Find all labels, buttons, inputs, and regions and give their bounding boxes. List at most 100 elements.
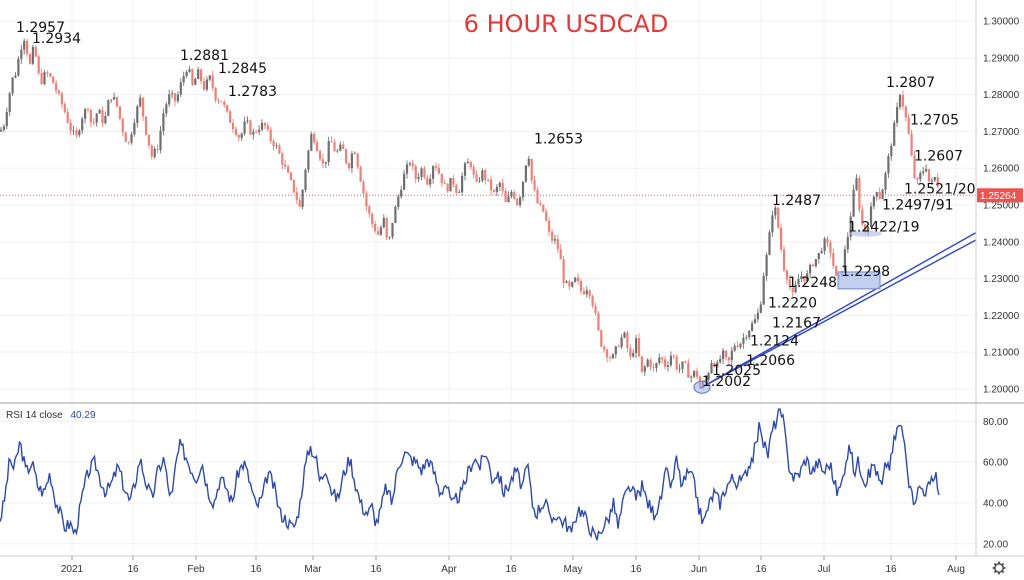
candle-body	[118, 106, 121, 119]
candle-body	[231, 122, 235, 129]
candle-body	[437, 167, 440, 174]
price-annotation: 1.2845	[218, 61, 267, 77]
candle-body	[0, 129, 3, 132]
candle-body	[266, 125, 269, 130]
candle-body	[867, 226, 870, 232]
price-annotation: 1.2807	[886, 75, 935, 91]
candle-body	[782, 249, 786, 271]
candle-body	[281, 153, 284, 165]
candle-body	[217, 100, 220, 102]
candle-body	[669, 355, 672, 366]
candle-body	[321, 159, 324, 164]
price-tick-label: 1.26000	[983, 164, 1020, 175]
candle-body	[333, 142, 336, 152]
candle-body	[14, 75, 17, 78]
candle-body	[809, 264, 812, 274]
price-tick-label: 1.29000	[983, 53, 1020, 64]
price-axis-ticks: 1.30000 1.29000 1.28000 1.27000 1.26000 1.250…	[983, 17, 1020, 396]
candle-body	[110, 99, 113, 101]
candle-body	[869, 206, 873, 227]
candle-body	[78, 130, 81, 136]
candle-body	[516, 198, 519, 206]
candle-body	[208, 75, 211, 80]
candle-body	[710, 363, 713, 374]
candle-body	[263, 122, 266, 126]
candle-body	[527, 158, 530, 166]
candle-body	[345, 149, 348, 164]
candle-body	[904, 106, 907, 118]
candle-body	[597, 313, 600, 331]
candle-body	[173, 93, 177, 102]
candle-body	[162, 113, 165, 131]
candle-body	[632, 352, 635, 357]
candle-body	[684, 361, 687, 363]
gear-icon[interactable]	[992, 561, 1006, 575]
candle-body	[759, 304, 762, 313]
candle-body	[371, 213, 374, 225]
time-tick-label: Feb	[187, 564, 205, 575]
candle-body	[498, 182, 501, 187]
candle-body	[397, 196, 400, 207]
candle-body	[211, 75, 214, 88]
candle-body	[31, 46, 34, 64]
price-tick-label: 1.20000	[983, 384, 1020, 395]
candle-body	[629, 348, 632, 357]
candle-body	[762, 275, 765, 305]
candle-body	[81, 118, 84, 131]
candle-body	[797, 278, 800, 285]
price-tick-label: 1.24000	[983, 237, 1020, 248]
candle-body	[864, 224, 867, 232]
candle-body	[803, 276, 806, 281]
time-tick-label: Jun	[691, 564, 707, 575]
candle-body	[742, 337, 745, 344]
time-grid	[71, 0, 957, 556]
candle-body	[237, 135, 240, 138]
candle-body	[202, 81, 206, 90]
candle-body	[95, 113, 98, 123]
candle-body	[640, 356, 643, 372]
candle-body	[278, 145, 281, 154]
candle-body	[130, 134, 133, 143]
candle-body	[927, 169, 931, 182]
candle-body	[577, 277, 580, 281]
candle-body	[307, 150, 310, 170]
trendline	[699, 231, 977, 389]
candle-body	[49, 73, 52, 77]
candle-body	[66, 112, 69, 123]
candle-body	[591, 296, 594, 306]
candle-body	[86, 109, 90, 110]
highlight-box	[837, 271, 881, 290]
candle-body	[788, 279, 791, 288]
candle-body	[666, 365, 670, 367]
candle-body	[316, 142, 319, 152]
candle-body	[382, 217, 385, 228]
candle-body	[536, 189, 539, 204]
candle-body	[579, 280, 583, 292]
candle-body	[730, 350, 733, 361]
candle-body	[771, 215, 774, 233]
candle-body	[336, 150, 339, 152]
candle-body	[562, 259, 565, 283]
price-annotation: 1.2521/20	[904, 182, 976, 198]
rsi-legend: RSI 14 close 40.29	[6, 410, 96, 421]
candle-body	[603, 346, 606, 350]
candle-body	[881, 189, 884, 199]
time-axis-ticks: 2021 16 Feb 16 Mar 16 Apr 16 May 16 Jun 16 Jul 16 Aug	[61, 556, 965, 575]
candle-body	[356, 153, 359, 168]
candle-body	[513, 192, 516, 199]
price-annotation: 1.2248	[788, 275, 837, 291]
candle-body	[846, 236, 849, 250]
candle-body	[884, 173, 887, 190]
candle-body	[820, 251, 823, 253]
candle-body	[817, 252, 820, 260]
price-annotation: 1.2607	[914, 149, 963, 165]
candle-body	[258, 129, 261, 132]
candle-body	[727, 357, 730, 361]
candle-body	[466, 162, 469, 164]
candle-body	[318, 151, 322, 160]
time-tick-label: 16	[885, 564, 897, 575]
candle-body	[144, 116, 148, 135]
candle-body	[388, 236, 391, 238]
